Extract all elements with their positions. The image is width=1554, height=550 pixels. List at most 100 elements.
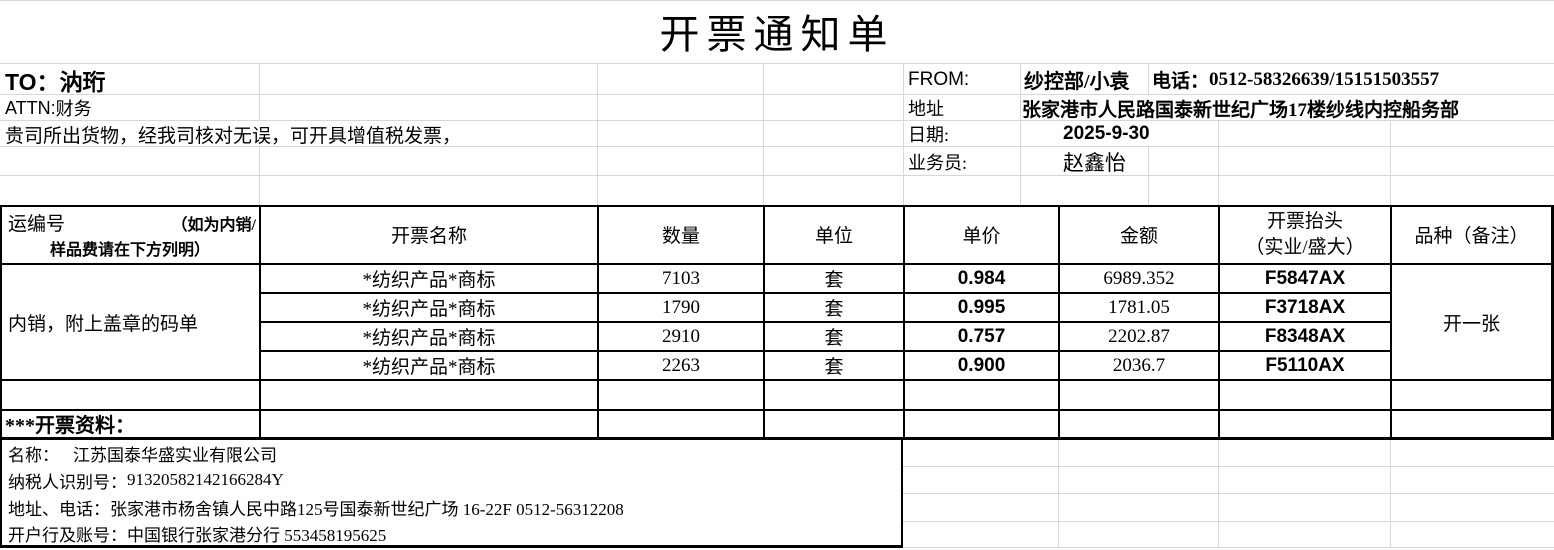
shipment-note-cell[interactable]: 内销，附上盖章的码单 [8,313,199,335]
company-name-line[interactable]: 名称： 江苏国泰华盛实业有限公司 [8,440,898,466]
variety-note-cell[interactable]: 开一张 [1442,313,1500,335]
header-quantity[interactable]: 数量 [661,226,700,247]
table-border [259,321,1392,323]
from-label[interactable]: FROM: [908,68,970,90]
cell-quantity[interactable]: 1790 [662,296,700,318]
table-border [1551,205,1554,440]
sheet-gridline [1218,440,1219,548]
bank-account-label: 开户行及账号： [8,526,127,545]
date-value[interactable]: 2025-9-30 [1063,123,1150,144]
header-invoice-head[interactable]: 开票抬头 （实业/盛大） [1220,206,1390,263]
cell-unit-price[interactable]: 0.900 [957,354,1006,376]
to-label: TO： [5,68,60,95]
cell-unit[interactable]: 套 [824,328,844,349]
table-border [259,205,261,440]
header-variety[interactable]: 品种（备注） [1414,226,1529,247]
sheet-gridline [1390,440,1391,548]
sheet-gridline [259,64,260,120]
address-value[interactable]: 张家港市人民路国泰新世纪广场17楼纱线内控船务部 [1022,99,1460,121]
header-invoice-head-line2: （实业/盛大） [1245,236,1365,258]
attn-label: ATTN: [5,97,56,118]
company-address-value: 张家港市杨舍镇人民中路125号国泰新世纪广场 16-22F 0512-56312… [110,499,624,519]
sheet-gridline [903,493,1554,494]
attn-field[interactable]: ATTN: 财务 [5,95,505,121]
cell-unit[interactable]: 套 [824,299,844,320]
cell-invoice-name[interactable]: *纺织产品*商标 [362,328,496,349]
invoice-info-heading[interactable]: ***开票资料： [5,415,135,437]
attn-name: 财务 [55,99,92,119]
page-title: 开票通知单 [659,12,895,57]
cell-invoice-head[interactable]: F5110AX [1265,354,1345,376]
table-border [0,379,1553,381]
sheet-gridline [0,0,1554,1]
cell-quantity[interactable]: 2910 [662,325,700,347]
header-unit-price[interactable]: 单价 [962,226,1001,247]
to-field[interactable]: TO： 汭珩 [5,64,505,95]
sheet-gridline [0,94,1554,95]
cell-amount[interactable]: 1781.05 [1108,296,1170,318]
table-border [1390,205,1392,440]
table-border [1218,205,1220,440]
tax-id-line[interactable]: 纳税人识别号： 91320582142166284Y [8,467,898,493]
sheet-gridline [259,147,260,205]
sheet-gridline [763,64,764,205]
sheet-gridline [0,146,1554,147]
header-shipment-note-2: 样品费请在下方列明） [49,242,210,259]
cell-invoice-head[interactable]: F3718AX [1264,296,1346,318]
date-label[interactable]: 日期: [908,125,950,145]
sheet-gridline [1148,147,1149,205]
table-border [0,263,1553,265]
cell-quantity[interactable]: 2263 [662,354,700,376]
sheet-gridline [903,64,904,205]
sheet-gridline [1390,121,1391,205]
cell-invoice-name[interactable]: *纺织产品*商标 [362,270,496,291]
from-department[interactable]: 纱控部/小袁 [1024,71,1130,93]
table-border [0,205,1553,207]
address-label[interactable]: 地址 [908,99,944,119]
company-address-label: 地址、电话： [8,499,110,519]
cell-invoice-name[interactable]: *纺织产品*商标 [362,357,496,378]
header-unit[interactable]: 单位 [814,226,853,247]
tax-id-label: 纳税人识别号： [8,472,127,492]
header-shipment-note-1: （如为内销/ [171,217,256,234]
sheet-gridline [0,63,1554,64]
sheet-gridline [1058,440,1059,548]
table-border [0,205,2,440]
header-invoice-name[interactable]: 开票名称 [390,226,467,247]
cell-unit[interactable]: 套 [824,270,844,291]
header-shipment-no[interactable]: 运编号 （如为内销/ 样品费请在下方列明） [2,206,258,263]
header-invoice-head-line1: 开票抬头 [1266,210,1343,232]
cell-invoice-head[interactable]: F8348AX [1264,325,1346,347]
table-border [0,437,1554,440]
table-border [597,205,599,440]
company-address-line[interactable]: 地址、电话： 张家港市杨舍镇人民中路125号国泰新世纪广场 16-22F 0512… [8,494,898,520]
cell-invoice-name[interactable]: *纺织产品*商标 [362,299,496,320]
agent-label[interactable]: 业务员: [908,152,968,173]
cell-unit-price[interactable]: 0.984 [957,267,1006,289]
table-border [901,438,903,548]
sheet-gridline [903,547,1554,548]
cell-amount[interactable]: 2202.87 [1108,325,1170,347]
phone-field[interactable]: 电话： 0512-58326639/15151503557 [1152,64,1552,95]
header-amount[interactable]: 金额 [1119,226,1158,247]
table-border [259,292,1392,294]
table-border [903,205,905,440]
cell-invoice-head[interactable]: F5847AX [1264,267,1346,289]
cell-quantity[interactable]: 7103 [662,267,700,289]
table-border [0,409,1553,411]
cell-amount[interactable]: 6989.352 [1103,267,1175,289]
bank-account-value: 中国银行张家港分行 553458195625 [127,526,387,545]
cell-amount[interactable]: 2036.7 [1112,354,1166,376]
cell-unit-price[interactable]: 0.757 [957,325,1006,347]
cell-unit[interactable]: 套 [824,357,844,378]
table-border [1058,205,1060,440]
recipient-note[interactable]: 贵司所出货物，经我司核对无误，可开具增值税发票， [5,126,462,147]
bank-account-line[interactable]: 开户行及账号： 中国银行张家港分行 553458195625 [8,521,898,546]
sheet-gridline [903,466,1554,467]
agent-value[interactable]: 赵鑫怡 [1063,150,1126,175]
table-border [259,350,1392,352]
cell-unit-price[interactable]: 0.995 [957,296,1006,318]
sheet-gridline [0,120,1554,121]
header-shipment-no-label: 运编号 [8,214,66,235]
